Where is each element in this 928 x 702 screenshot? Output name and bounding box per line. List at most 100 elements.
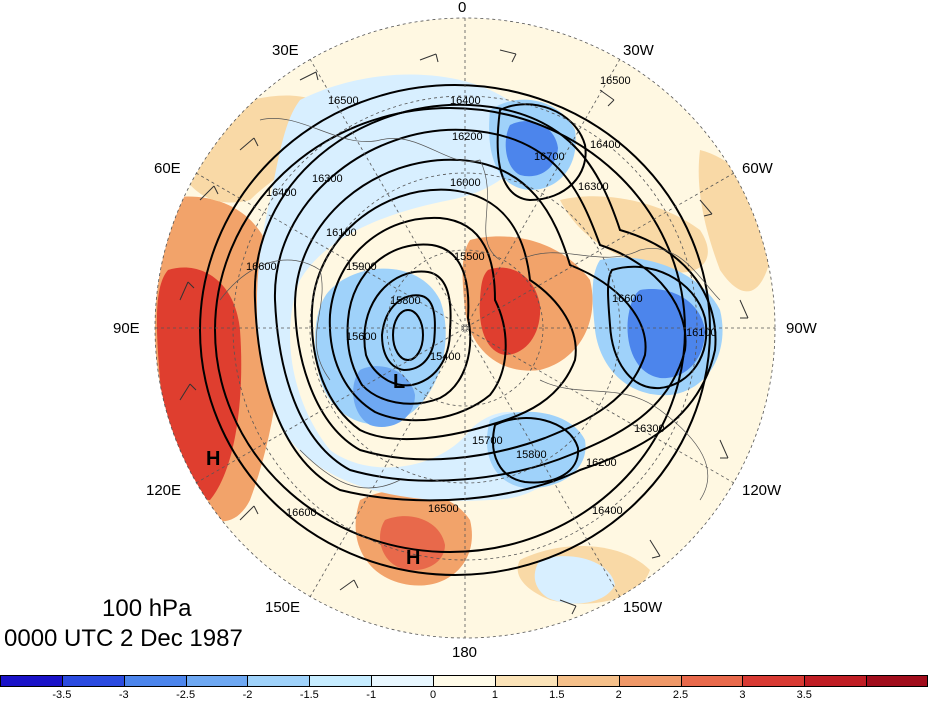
contour-ring: [328, 216, 507, 422]
contour-ring: [607, 265, 708, 390]
lon-label-60e: 60E: [154, 160, 181, 177]
lon-label-120w: 120W: [742, 482, 782, 499]
contour-label: 15700: [472, 435, 503, 447]
colorbar-tick-label: -2: [242, 689, 253, 701]
colorbar-swatch: [123, 675, 186, 687]
contour-ring: [253, 103, 717, 502]
lon-label-60w: 60W: [742, 160, 773, 177]
colorbar-tick-label: 1.5: [549, 689, 565, 701]
high-pressure-center-asia: H: [206, 448, 220, 470]
contour-label: 16600: [246, 261, 277, 273]
colorbar-swatch: [433, 675, 495, 687]
contour-label: 16200: [452, 131, 483, 143]
lon-label-90w: 90W: [786, 320, 817, 337]
height-contours: [199, 84, 717, 576]
lon-label-0: 0: [458, 0, 467, 16]
contour-ring: [496, 103, 587, 202]
wind-barbs: [179, 49, 749, 615]
contour-label: 16300: [634, 423, 665, 435]
colorbar-tick-label: -2.5: [176, 689, 196, 701]
contour-ring: [363, 270, 452, 387]
colorbar-tick-label: 3: [739, 689, 746, 701]
colorbar-swatch: [371, 675, 434, 687]
colorbar-tick-label: -3: [118, 689, 129, 701]
contour-label: 15800: [390, 295, 421, 307]
contour-ring: [293, 158, 647, 461]
colorbar-tick-label: 3.5: [796, 689, 812, 701]
contour-label: 16400: [592, 505, 623, 517]
colorbar-tick-label: 2.5: [672, 689, 689, 701]
lon-label-150e: 150E: [265, 599, 301, 616]
colorbar-tick-label: 2: [615, 689, 622, 701]
contour-label: 16600: [286, 507, 317, 519]
colorbar-swatch: [618, 675, 681, 687]
colorbar-swatch: [309, 675, 372, 687]
contour-label: 16100: [686, 327, 717, 339]
colorbar-swatch: [556, 675, 619, 687]
contour-label: 16500: [428, 503, 459, 515]
contour-label: 15400: [430, 351, 461, 363]
colorbar-swatch: [61, 675, 124, 687]
contour-label: 15900: [346, 261, 377, 273]
contour-label: 16400: [266, 187, 297, 199]
contour-label: 16100: [326, 227, 357, 239]
colorbar-swatch: [680, 675, 743, 687]
contour-label: 16600: [612, 293, 643, 305]
cold-anomaly-core-L: [353, 366, 415, 427]
coastlines: [219, 118, 721, 501]
contour-label: 15500: [454, 251, 485, 263]
cold-anomaly-pacific-south: [534, 556, 615, 604]
colorbar-tick-label: -1.5: [299, 689, 319, 701]
lon-label-150w: 150W: [623, 599, 663, 616]
colorbar-swatch: [804, 675, 867, 687]
strong-warm-anomaly-pacific: [380, 516, 445, 571]
lon-label-30w: 30W: [623, 42, 654, 59]
level-label: 100 hPa: [102, 595, 192, 622]
contour-label: 16400: [590, 139, 621, 151]
colorbar-swatch: [742, 675, 805, 687]
contour-label: 15600: [346, 331, 377, 343]
colorbar-swatch: [185, 675, 248, 687]
contour-label: 16300: [312, 173, 343, 185]
map-disk: [155, 18, 775, 638]
weak-warm-anomaly-east: [698, 150, 770, 292]
contour-ring: [273, 128, 687, 482]
time-label: 0000 UTC 2 Dec 1987: [4, 625, 243, 652]
contour-label: 15800: [516, 449, 547, 461]
contour-label: 16300: [578, 181, 609, 193]
contour-ring: [380, 294, 436, 372]
contour-ring: [310, 188, 577, 441]
colorbar-swatch: [247, 675, 310, 687]
lon-label-180: 180: [452, 644, 478, 661]
low-pressure-center: L: [393, 371, 405, 393]
contour-label: 16500: [600, 75, 631, 87]
lon-label-120e: 120E: [146, 482, 182, 499]
contour-label: 16200: [586, 457, 617, 469]
cold-anomaly-north-america-core: [627, 289, 705, 379]
colorbar-swatch: [866, 675, 928, 687]
contour-label: 16700: [534, 151, 565, 163]
colorbar-tick-label: -3.5: [52, 689, 72, 701]
lon-label-90e: 90E: [113, 320, 140, 337]
contour-value-labels: 16500 16400 16200 16300 16400 16600 1610…: [246, 75, 717, 519]
lon-label-30e: 30E: [272, 42, 299, 59]
colorbar-swatch: [0, 675, 62, 687]
contour-ring: [346, 243, 472, 405]
graticule: [154, 17, 776, 639]
strong-warm-anomaly-west-asia: [156, 267, 242, 500]
polar-stereographic-map: 16500 16400 16200 16300 16400 16600 1610…: [154, 17, 776, 639]
colorbar-tick-label: -1: [366, 689, 377, 701]
cold-anomaly-eurasia: [256, 74, 562, 501]
contour-ring: [199, 84, 711, 576]
colorbar-tick-label: 0: [430, 689, 437, 701]
colorbar: -3.5 -3 -2.5 -2 -1.5 -1 0 1 1.5 2 2.5 3 3.5: [0, 675, 928, 702]
contour-label: 16000: [450, 177, 481, 189]
contour-label: 16500: [328, 95, 359, 107]
colorbar-swatch: [494, 675, 557, 687]
contour-ring: [392, 309, 424, 361]
high-pressure-center-pacific: H: [406, 547, 420, 569]
anomaly-shading: [155, 74, 770, 604]
contour-label: 16400: [450, 95, 481, 107]
contour-ring: [492, 417, 580, 484]
colorbar-tick-label: 1: [491, 689, 498, 701]
